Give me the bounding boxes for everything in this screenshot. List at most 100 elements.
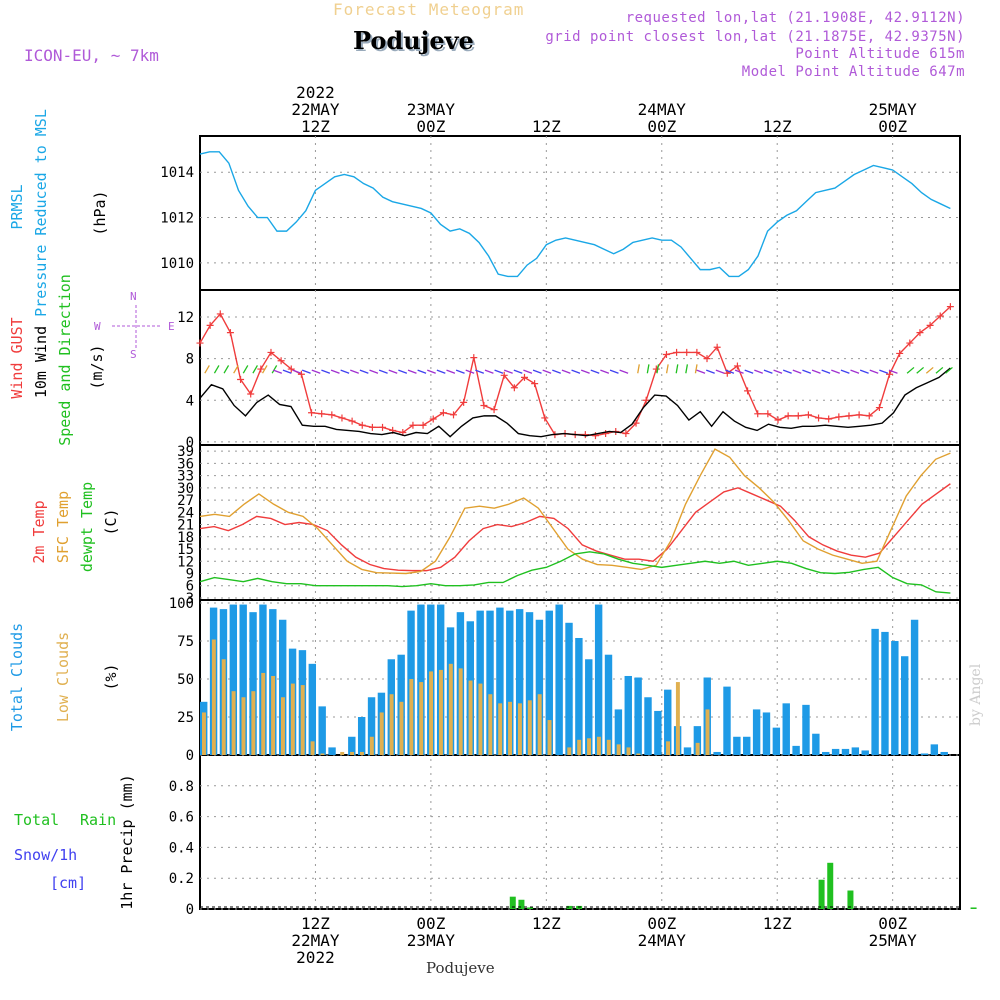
gust-marker	[257, 365, 265, 373]
y-tick-label: 1010	[160, 256, 194, 272]
y-label-low-clouds: Low Clouds	[54, 632, 72, 722]
y-tick-label: 50	[177, 672, 194, 688]
y-label-dewpt: dewpt Temp	[78, 482, 96, 572]
y-tick-label: 0.2	[169, 871, 194, 887]
low-cloud-bar	[369, 736, 374, 755]
wind-arrow	[831, 369, 840, 374]
gust-marker	[703, 355, 711, 363]
low-cloud-bar	[705, 709, 710, 755]
total-cloud-bar	[851, 747, 860, 755]
x-tick-label-top: 25MAY	[869, 100, 918, 119]
total-cloud-bar	[515, 609, 524, 755]
grid-lines	[200, 136, 960, 910]
y-tick-label: 0	[186, 902, 194, 918]
y-tick-label: 1014	[160, 165, 194, 181]
wind-arrow	[916, 366, 925, 374]
wind-arrow	[513, 369, 523, 374]
total-cloud-bar	[802, 704, 810, 755]
total-cloud-bar	[357, 717, 366, 755]
gust-marker	[470, 354, 478, 362]
data-marks	[196, 151, 977, 909]
y-label-total-clouds: Total Clouds	[8, 623, 26, 731]
gust-marker	[855, 411, 863, 419]
wind-arrow	[696, 369, 706, 374]
panel-frame-pressure	[199, 135, 961, 291]
y-label-prmsl: PRMSL	[8, 184, 26, 229]
wind-arrow	[802, 369, 812, 374]
wind-arrow	[685, 364, 689, 374]
temp-sfc-line	[199, 448, 951, 575]
wind-arrow	[840, 369, 850, 374]
y-label-pressure: Pressure Reduced to MSL	[32, 109, 50, 317]
rain-bar	[847, 890, 854, 909]
total-cloud-bar	[713, 751, 721, 755]
legend-total: Total	[14, 811, 59, 829]
gust-marker	[277, 357, 285, 365]
wind-arrow	[561, 369, 571, 374]
wind-arrow	[821, 369, 831, 374]
total-cloud-bar	[861, 750, 869, 755]
wind-arrow	[494, 369, 504, 374]
low-cloud-bar	[359, 751, 364, 755]
total-cloud-bar	[624, 675, 632, 755]
wind-arrow	[850, 369, 860, 374]
low-cloud-bar	[389, 694, 394, 755]
wind-arrow	[792, 369, 802, 374]
y-tick-label: 4	[186, 393, 194, 409]
y-tick-label: 9	[186, 566, 194, 582]
wind-arrow	[580, 369, 590, 374]
gust-marker	[693, 348, 701, 356]
low-cloud-bar	[438, 669, 443, 755]
gust-marker	[896, 349, 904, 357]
gust-marker	[379, 423, 387, 431]
wind-arrow	[675, 364, 679, 374]
low-cloud-bar	[675, 682, 680, 755]
low-cloud-bar	[468, 680, 473, 755]
y-tick-label: 21	[177, 518, 194, 534]
legend-snow: Snow/1h	[14, 846, 77, 864]
gust-marker	[602, 430, 610, 438]
gust-marker	[520, 373, 528, 381]
y-label-10m-wind: 10m Wind	[32, 326, 50, 398]
axis-labels: 1010101210140481236912151821242730333639…	[8, 83, 917, 967]
y-tick-label: 15	[177, 542, 194, 558]
total-cloud-bar	[535, 619, 544, 755]
gust-marker	[348, 417, 356, 425]
wind-arrow	[378, 369, 388, 374]
wind-arrow	[398, 369, 408, 374]
wind-arrow	[475, 369, 485, 374]
footer-location: Podujeve	[426, 959, 495, 977]
gust-marker	[886, 370, 894, 378]
total-cloud-bar	[239, 604, 247, 755]
x-tick-label-bottom: 22MAY	[291, 931, 340, 950]
wind-arrow	[754, 369, 764, 374]
rain-bar	[527, 907, 534, 909]
gust-marker	[936, 312, 944, 320]
wind-arrow	[213, 365, 220, 374]
y-tick-label: 0.8	[169, 779, 194, 795]
total-cloud-bar	[831, 748, 840, 755]
total-cloud-bar	[594, 604, 603, 755]
gust-marker	[835, 413, 843, 421]
gust-marker	[906, 339, 914, 347]
wind-speed-line	[199, 367, 951, 438]
gust-marker	[804, 411, 812, 419]
wind-arrow	[925, 366, 934, 374]
gust-marker	[632, 419, 640, 427]
low-cloud-bar	[340, 751, 345, 755]
total-cloud-bar	[644, 697, 652, 755]
gust-marker	[825, 415, 833, 423]
low-cloud-bar	[577, 739, 582, 755]
gust-marker	[531, 380, 539, 388]
total-cloud-bar	[545, 610, 553, 755]
rain-bar	[509, 896, 516, 909]
x-tick-label-top: 00Z	[647, 117, 676, 136]
y-label-gust: Wind GUST	[8, 317, 26, 398]
wind-arrow	[935, 366, 944, 374]
compass-e: E	[168, 320, 175, 333]
total-cloud-bar	[417, 604, 425, 755]
gust-marker	[267, 348, 275, 356]
low-cloud-bar	[271, 675, 276, 755]
gust-marker	[652, 365, 660, 373]
wind-arrow	[484, 369, 494, 374]
